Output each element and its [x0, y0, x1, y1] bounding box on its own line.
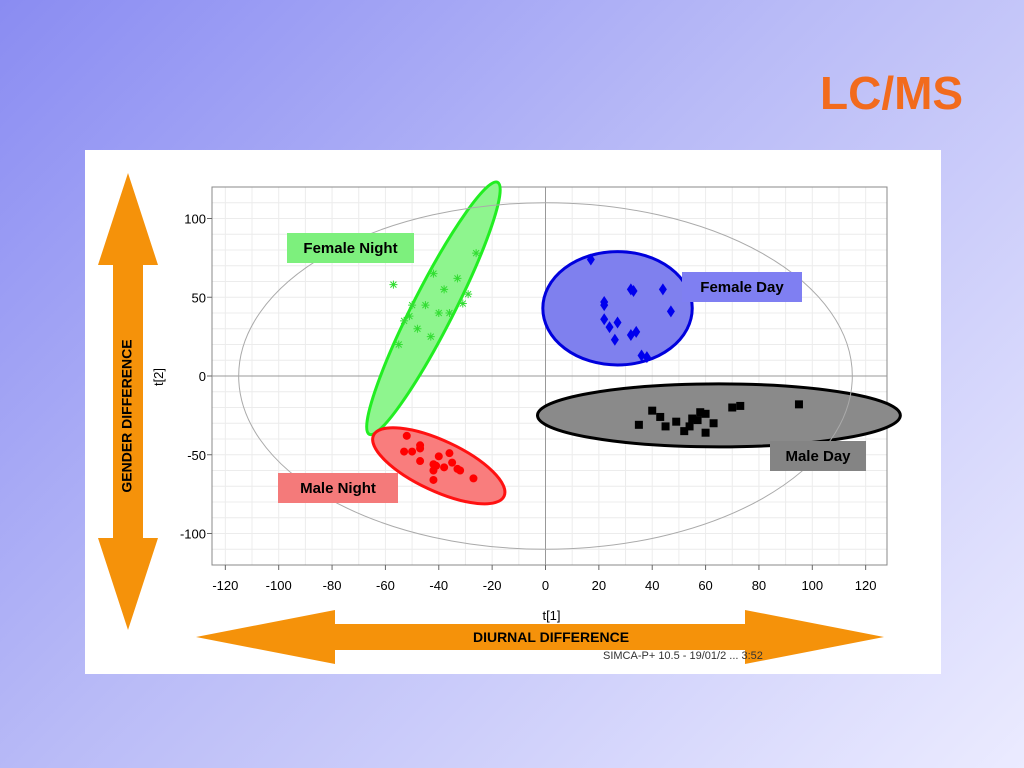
- x-tick-label: 80: [752, 578, 766, 593]
- point-female-night: [426, 332, 435, 341]
- cluster-ellipse-female-day: [541, 250, 694, 367]
- label-box-female-day: [682, 272, 802, 302]
- diurnal-difference-arrow: DIURNAL DIFFERENCE: [196, 610, 884, 664]
- point-male-day: [696, 408, 705, 417]
- x-tick-label: 60: [698, 578, 712, 593]
- point-female-night: [445, 309, 454, 317]
- point-female-day: [613, 316, 622, 329]
- point-female-night: [408, 301, 417, 310]
- point-male-night: [445, 449, 454, 458]
- group-label-female-day: Female Day: [700, 279, 784, 296]
- point-male-night: [400, 447, 409, 456]
- x-tick-label: 120: [855, 578, 877, 593]
- point-female-night: [400, 316, 409, 325]
- point-male-night: [432, 461, 441, 470]
- point-female-day: [605, 321, 614, 334]
- x-tick-label: -100: [266, 578, 292, 593]
- x-tick-label: -20: [483, 578, 502, 593]
- point-female-night: [472, 249, 481, 258]
- x-tick-label: -80: [323, 578, 342, 593]
- point-male-day: [661, 422, 670, 431]
- point-female-night: [434, 309, 443, 317]
- point-female-night: [413, 324, 422, 333]
- label-box-female-night: [287, 233, 414, 263]
- point-female-day: [600, 313, 609, 326]
- point-male-day: [680, 427, 689, 436]
- y-tick-label: -50: [187, 448, 206, 463]
- point-male-day: [709, 419, 718, 428]
- gender-difference-arrow: GENDER DIFFERENCE: [98, 173, 158, 630]
- point-female-day: [637, 349, 646, 362]
- x-tick-label: -120: [212, 578, 238, 593]
- point-male-day: [685, 422, 694, 431]
- point-female-day: [658, 283, 667, 296]
- point-male-day: [634, 420, 643, 429]
- x-tick-label: 0: [542, 578, 549, 593]
- point-male-day: [656, 412, 665, 421]
- group-label-male-day: Male Day: [785, 448, 851, 465]
- plot-area: -120 -100 -80 -60 -40 -20 0 20 40 60 80 100 120 -100 -…: [151, 180, 902, 623]
- point-female-night: [458, 299, 467, 308]
- label-box-male-night: [278, 473, 398, 503]
- y-tick-label: -100: [180, 527, 206, 542]
- y-tick-label: 0: [199, 369, 206, 384]
- point-male-night: [440, 463, 449, 472]
- gender-difference-label: GENDER DIFFERENCE: [119, 339, 135, 492]
- point-female-night: [440, 285, 449, 294]
- point-female-night: [453, 274, 462, 283]
- x-tick-label: -40: [429, 578, 448, 593]
- point-female-night: [405, 312, 414, 321]
- footer-text: SIMCA-P+ 10.5 - 19/01/2 ... 3:52: [603, 650, 763, 662]
- point-male-day: [728, 403, 737, 412]
- cluster-ellipse-female-night: [365, 180, 502, 437]
- point-male-night: [402, 431, 411, 440]
- y-axis-label: t[2]: [151, 368, 166, 386]
- point-male-day: [693, 416, 702, 425]
- point-male-day: [736, 401, 745, 410]
- diurnal-difference-label: DIURNAL DIFFERENCE: [473, 629, 629, 645]
- point-male-night: [416, 457, 425, 466]
- point-male-night: [434, 452, 443, 461]
- point-male-night: [448, 458, 457, 467]
- point-male-night: [408, 447, 417, 456]
- x-tick-label: 100: [801, 578, 823, 593]
- point-male-night: [469, 474, 478, 483]
- group-label-female-night: Female Night: [303, 240, 397, 257]
- point-female-night: [464, 290, 473, 299]
- point-female-night: [421, 301, 430, 310]
- point-male-day: [701, 409, 710, 418]
- point-female-day: [586, 253, 595, 266]
- point-male-night: [429, 475, 438, 484]
- point-male-day: [794, 400, 803, 409]
- x-axis-label: t[1]: [542, 608, 560, 623]
- point-female-day: [600, 299, 609, 312]
- label-box-male-day: [770, 441, 866, 471]
- point-female-day: [610, 333, 619, 346]
- x-tick-label: 40: [645, 578, 659, 593]
- point-female-day: [666, 305, 675, 318]
- slide-title: LC/MS: [820, 67, 964, 119]
- x-tick-label: 20: [592, 578, 606, 593]
- point-female-day: [632, 325, 641, 338]
- point-male-day: [701, 428, 710, 437]
- point-female-night: [389, 280, 398, 289]
- point-female-night: [394, 340, 403, 349]
- y-tick-label: 50: [192, 290, 206, 305]
- group-label-male-night: Male Night: [300, 480, 376, 497]
- point-male-day: [672, 417, 681, 426]
- hotelling-ellipse: [238, 202, 853, 550]
- point-male-night: [456, 466, 465, 475]
- point-male-night: [416, 444, 425, 453]
- point-male-day: [648, 406, 657, 415]
- x-tick-label: -60: [376, 578, 395, 593]
- point-female-day: [629, 284, 638, 297]
- point-female-day: [642, 351, 651, 364]
- y-tick-label: 100: [184, 212, 206, 227]
- point-male-day: [688, 414, 697, 423]
- cluster-ellipse-male-day: [535, 382, 902, 449]
- point-female-night: [429, 269, 438, 278]
